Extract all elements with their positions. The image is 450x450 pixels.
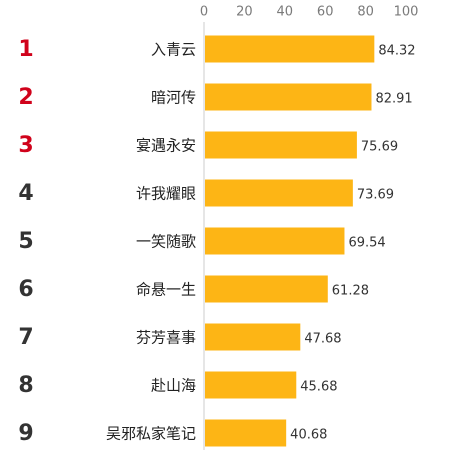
value-label: 61.28 — [332, 284, 369, 299]
bar — [205, 371, 297, 399]
value-label: 84.32 — [378, 44, 415, 59]
value-label: 69.54 — [348, 236, 385, 251]
bar — [205, 323, 301, 351]
rank-number: 3 — [18, 133, 33, 158]
category-label: 一笑随歌 — [136, 233, 196, 251]
category-label: 入青云 — [151, 41, 196, 59]
bar — [205, 275, 328, 303]
category-label: 暗河传 — [151, 89, 196, 107]
category-label: 吴邪私家笔记 — [106, 425, 196, 443]
category-label: 许我耀眼 — [136, 185, 196, 203]
rank-number: 1 — [18, 37, 33, 62]
bar — [205, 179, 353, 207]
category-label: 宴遇永安 — [136, 137, 196, 155]
x-tick-label: 40 — [277, 5, 294, 20]
bar-row: 1 入青云 84.32 — [18, 35, 416, 63]
bar-row: 4 许我耀眼 73.69 — [18, 179, 394, 207]
bar — [205, 227, 345, 255]
bar-row: 2 暗河传 82.91 — [18, 83, 413, 111]
bar-row: 9 吴邪私家笔记 40.68 — [18, 419, 327, 447]
value-label: 82.91 — [375, 92, 412, 107]
rank-number: 6 — [18, 277, 33, 302]
category-label: 芬芳喜事 — [136, 329, 196, 347]
x-tick-label: 20 — [236, 5, 253, 20]
value-label: 40.68 — [290, 428, 327, 443]
value-label: 45.68 — [300, 380, 337, 395]
rank-number: 9 — [18, 421, 33, 446]
category-label: 赴山海 — [151, 377, 196, 395]
rank-number: 4 — [18, 181, 33, 206]
value-label: 73.69 — [357, 188, 394, 203]
category-label: 命悬一生 — [136, 281, 196, 299]
rank-number: 5 — [18, 229, 33, 254]
x-tick-label: 60 — [317, 5, 334, 20]
bar-row: 5 一笑随歌 69.54 — [18, 227, 386, 255]
x-tick-label: 0 — [200, 5, 208, 20]
bar — [205, 131, 357, 159]
bar-row: 7 芬芳喜事 47.68 — [18, 323, 342, 351]
rank-number: 7 — [18, 325, 33, 350]
bar — [205, 419, 287, 447]
value-label: 75.69 — [361, 140, 398, 155]
x-axis-ticks: 0 20 40 60 80 100 — [200, 5, 419, 20]
bar-row: 6 命悬一生 61.28 — [18, 275, 369, 303]
value-label: 47.68 — [304, 332, 341, 347]
x-tick-label: 80 — [357, 5, 374, 20]
bar-row: 8 赴山海 45.68 — [18, 371, 337, 399]
bar — [205, 83, 372, 111]
bar-rows: 1 入青云 84.32 2 暗河传 82.91 3 宴遇永安 75.69 4 许我耀眼 73.69 5 一… — [18, 35, 416, 447]
bar — [205, 35, 375, 63]
rank-number: 8 — [18, 373, 33, 398]
bar-row: 3 宴遇永安 75.69 — [18, 131, 398, 159]
rank-number: 2 — [18, 85, 33, 110]
x-tick-label: 100 — [394, 5, 419, 20]
